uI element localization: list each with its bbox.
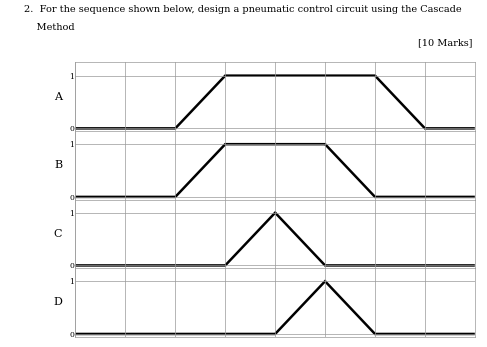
Text: Method: Method <box>24 23 75 32</box>
Y-axis label: D: D <box>54 297 62 307</box>
Y-axis label: A: A <box>54 92 62 102</box>
Text: [10 Marks]: [10 Marks] <box>418 38 472 47</box>
Text: 2.  For the sequence shown below, design a pneumatic control circuit using the C: 2. For the sequence shown below, design … <box>24 5 462 14</box>
Y-axis label: C: C <box>54 229 62 239</box>
Y-axis label: B: B <box>54 160 62 170</box>
